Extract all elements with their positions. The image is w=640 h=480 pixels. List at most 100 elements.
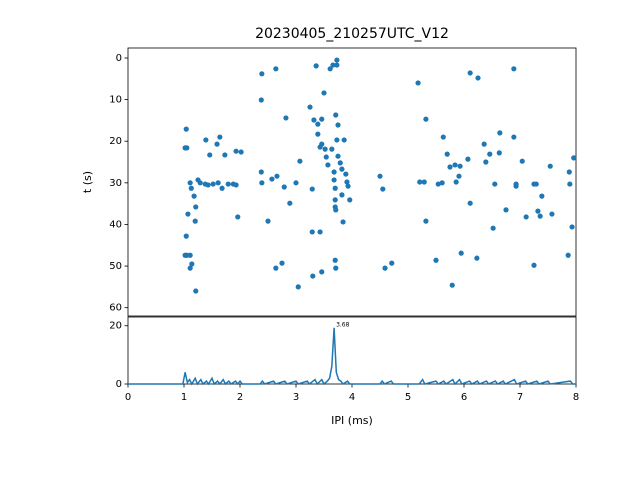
plot-frame	[127, 316, 577, 385]
y-tick-label: 10	[109, 95, 122, 106]
point	[569, 224, 575, 230]
point	[449, 282, 455, 288]
point	[333, 112, 339, 118]
point	[265, 218, 271, 224]
point	[435, 181, 441, 187]
point	[571, 155, 577, 161]
point	[417, 179, 423, 185]
point	[535, 208, 541, 214]
x-tick-label: 4	[349, 392, 355, 403]
point	[189, 261, 195, 267]
point	[259, 180, 265, 186]
point	[523, 214, 529, 220]
point	[317, 229, 323, 235]
point	[313, 63, 319, 69]
point	[487, 151, 493, 157]
point	[549, 211, 555, 217]
point	[382, 265, 388, 271]
point	[467, 70, 473, 76]
point	[297, 158, 303, 164]
point	[311, 117, 317, 123]
point	[191, 193, 197, 199]
point	[458, 250, 464, 256]
y-tick-label: 40	[109, 219, 122, 230]
x-tick-label: 6	[461, 392, 467, 403]
point	[183, 126, 189, 132]
point	[453, 179, 459, 185]
point	[319, 269, 325, 275]
point	[497, 130, 503, 136]
point	[343, 171, 349, 177]
y-tick-label: 30	[109, 178, 122, 189]
point	[193, 204, 199, 210]
point	[519, 158, 525, 164]
point	[467, 200, 473, 206]
point	[222, 152, 228, 158]
point	[465, 156, 471, 162]
point	[322, 146, 328, 152]
x-tick-label: 2	[237, 392, 243, 403]
point	[335, 122, 341, 128]
point	[182, 252, 188, 258]
point	[539, 193, 545, 199]
point	[315, 121, 321, 127]
point	[207, 152, 213, 158]
x-tick-label: 0	[125, 392, 131, 403]
point	[511, 66, 517, 72]
y-tick-label: 20	[109, 321, 122, 332]
x-axis-label: IPI (ms)	[331, 414, 373, 427]
point	[273, 66, 279, 72]
y-tick-label: 60	[109, 303, 122, 314]
point	[333, 207, 339, 213]
x-tick-label: 8	[573, 392, 579, 403]
point	[389, 260, 395, 266]
point	[496, 150, 502, 156]
point	[225, 181, 231, 187]
point	[309, 186, 315, 192]
point	[415, 80, 421, 86]
point	[339, 192, 345, 198]
point	[447, 164, 453, 170]
point	[327, 66, 333, 72]
point	[334, 57, 340, 63]
x-tick-label: 3	[293, 392, 299, 403]
point	[334, 137, 340, 143]
y-tick-label: 0	[116, 53, 122, 64]
point	[319, 141, 325, 147]
point	[233, 182, 239, 188]
point	[475, 75, 481, 81]
point	[513, 183, 519, 189]
point	[205, 182, 211, 188]
point	[331, 169, 337, 175]
point	[215, 180, 221, 186]
point	[259, 71, 265, 77]
point	[187, 252, 193, 258]
point	[503, 207, 509, 213]
point	[329, 146, 335, 152]
point	[187, 180, 193, 186]
point	[185, 211, 191, 217]
point	[197, 180, 203, 186]
chart-title: 20230405_210257UTC_V12	[255, 26, 449, 42]
point	[423, 116, 429, 122]
x-tick-label: 7	[517, 392, 523, 403]
point	[423, 218, 429, 224]
point	[433, 257, 439, 263]
point	[293, 180, 299, 186]
x-tick-label: 5	[405, 392, 411, 403]
point	[474, 255, 480, 261]
point	[269, 176, 275, 182]
point	[210, 181, 216, 187]
point	[203, 137, 209, 143]
annotation: 3.68	[336, 321, 350, 328]
point	[340, 219, 346, 225]
point	[492, 181, 498, 187]
point	[567, 181, 573, 187]
point	[444, 151, 450, 157]
point	[323, 154, 329, 160]
point	[377, 173, 383, 179]
y-tick-label: 0	[116, 379, 122, 390]
point	[187, 265, 193, 271]
y-tick-label: 20	[109, 136, 122, 147]
point	[347, 197, 353, 203]
